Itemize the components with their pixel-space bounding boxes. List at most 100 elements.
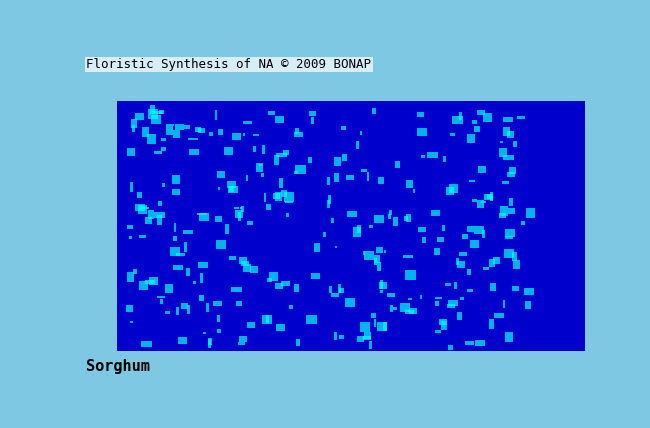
Bar — [445, 283, 451, 286]
Bar — [505, 235, 513, 239]
Bar — [266, 315, 269, 323]
Bar — [467, 268, 471, 275]
Bar — [476, 200, 484, 208]
Bar — [195, 127, 201, 132]
Bar — [452, 116, 463, 124]
Bar — [344, 298, 356, 306]
Bar — [189, 149, 198, 155]
Bar — [247, 322, 255, 327]
Bar — [296, 339, 300, 345]
Bar — [517, 116, 525, 119]
Bar — [154, 212, 164, 218]
Bar — [363, 251, 365, 256]
Bar — [489, 259, 495, 268]
Bar — [378, 322, 387, 331]
Bar — [284, 192, 294, 202]
Bar — [474, 226, 484, 234]
Bar — [247, 221, 253, 225]
Bar — [138, 205, 147, 214]
Bar — [435, 297, 442, 299]
Bar — [393, 217, 398, 226]
Bar — [502, 300, 505, 308]
Bar — [229, 256, 236, 260]
Bar — [525, 301, 531, 309]
Bar — [334, 157, 341, 166]
Bar — [341, 126, 346, 131]
Text: Floristic Synthesis of NA © 2009 BONAP: Floristic Synthesis of NA © 2009 BONAP — [86, 58, 371, 71]
Bar — [161, 147, 166, 151]
Bar — [135, 113, 144, 120]
Bar — [176, 307, 179, 315]
Bar — [364, 251, 374, 260]
Bar — [389, 210, 393, 215]
Bar — [311, 273, 320, 279]
Bar — [137, 192, 142, 199]
Bar — [157, 215, 162, 225]
Bar — [405, 310, 414, 314]
Bar — [471, 240, 479, 248]
Bar — [331, 218, 333, 223]
Bar — [240, 262, 249, 266]
Bar — [203, 332, 206, 334]
Bar — [406, 180, 413, 188]
Bar — [327, 200, 330, 208]
Bar — [197, 213, 207, 215]
Bar — [268, 110, 276, 115]
Bar — [417, 128, 427, 136]
Bar — [274, 283, 283, 289]
Bar — [380, 280, 383, 289]
Bar — [147, 134, 157, 144]
Bar — [142, 341, 152, 347]
Bar — [376, 247, 383, 253]
Bar — [434, 248, 440, 255]
Bar — [198, 128, 205, 133]
Bar — [172, 175, 179, 184]
Bar — [187, 305, 190, 314]
Bar — [155, 111, 163, 114]
Bar — [253, 146, 255, 152]
Bar — [218, 129, 224, 135]
Bar — [198, 262, 207, 268]
Bar — [240, 207, 242, 209]
Bar — [459, 112, 462, 120]
Bar — [339, 288, 344, 293]
Bar — [283, 150, 289, 155]
Bar — [473, 199, 477, 202]
Bar — [269, 272, 278, 281]
Bar — [357, 225, 361, 233]
Bar — [145, 280, 155, 284]
Bar — [521, 221, 525, 225]
Bar — [179, 337, 187, 344]
Bar — [342, 155, 346, 161]
Bar — [218, 187, 220, 190]
Bar — [413, 189, 415, 193]
Bar — [503, 155, 514, 160]
Bar — [436, 330, 441, 333]
Bar — [378, 262, 381, 270]
Bar — [188, 137, 198, 140]
Bar — [272, 193, 280, 199]
Bar — [145, 217, 152, 223]
Bar — [353, 227, 361, 237]
Bar — [207, 339, 211, 348]
Bar — [225, 224, 229, 234]
Bar — [359, 322, 370, 332]
Bar — [459, 252, 467, 256]
Bar — [347, 211, 357, 217]
Bar — [259, 163, 262, 166]
Bar — [127, 272, 135, 282]
Bar — [489, 192, 493, 201]
Bar — [216, 240, 226, 249]
Bar — [449, 184, 458, 193]
Bar — [390, 305, 393, 312]
Bar — [127, 148, 135, 155]
Bar — [500, 206, 508, 216]
Bar — [457, 261, 465, 268]
Bar — [467, 226, 474, 232]
Bar — [131, 119, 136, 128]
Bar — [499, 213, 506, 217]
Bar — [437, 237, 444, 242]
Bar — [360, 131, 363, 135]
Bar — [159, 110, 164, 114]
Bar — [328, 177, 330, 185]
